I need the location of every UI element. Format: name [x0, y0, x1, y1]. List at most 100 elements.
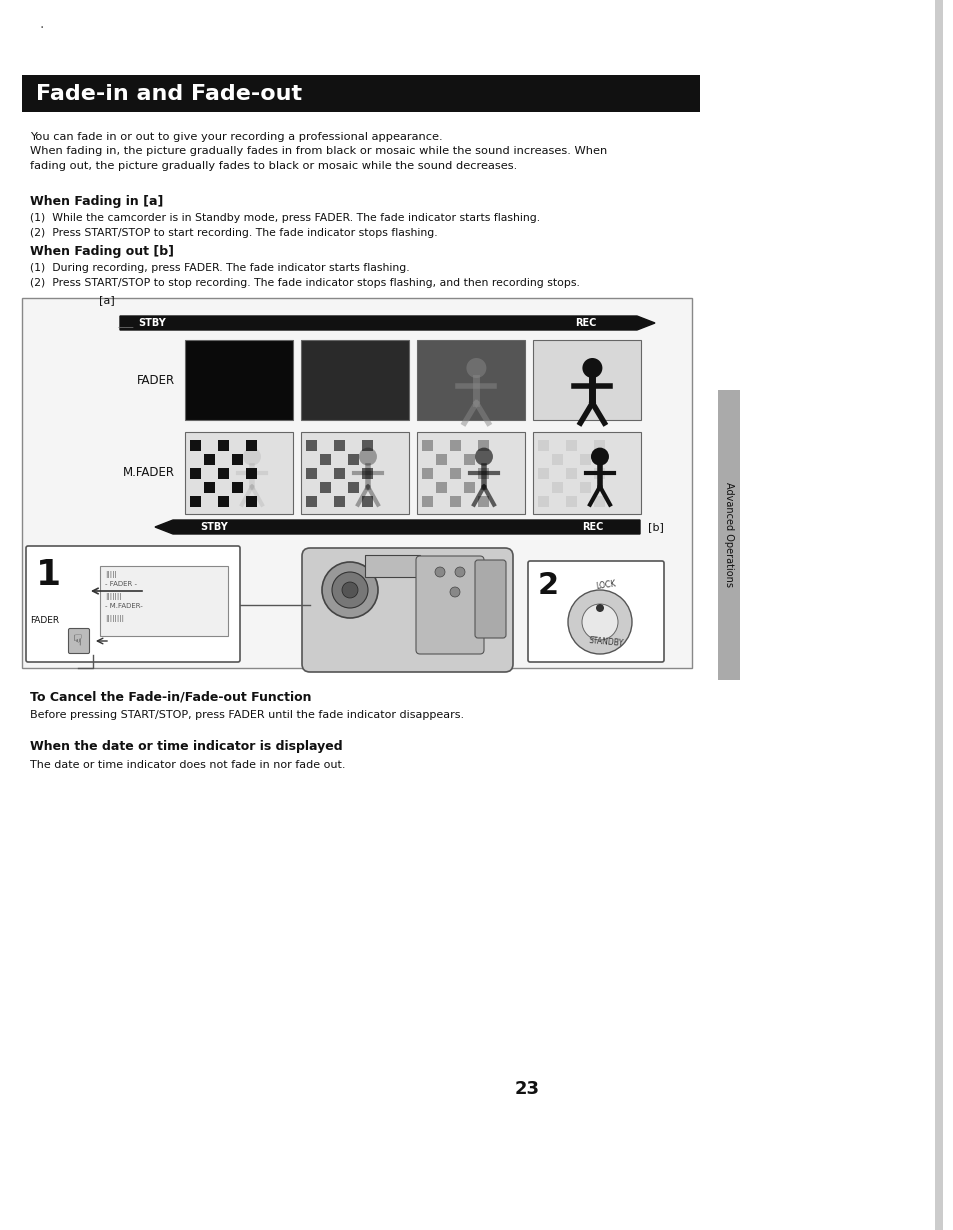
Text: FADER: FADER	[30, 616, 59, 625]
Bar	[450, 467, 460, 478]
Bar	[204, 454, 214, 465]
Circle shape	[322, 562, 377, 617]
Bar	[416, 339, 524, 419]
Text: LOCK: LOCK	[595, 579, 616, 590]
Polygon shape	[154, 520, 639, 534]
Bar	[232, 482, 243, 493]
Circle shape	[581, 604, 618, 640]
Bar	[421, 496, 433, 507]
Bar	[416, 432, 524, 514]
Text: (1)  While the camcorder is in Standby mode, press FADER. The fade indicator sta: (1) While the camcorder is in Standby mo…	[30, 213, 539, 223]
Text: When Fading out [b]: When Fading out [b]	[30, 245, 173, 258]
Text: [b]: [b]	[647, 522, 663, 533]
Bar	[934, 0, 942, 1230]
Bar	[450, 496, 460, 507]
Bar	[306, 440, 316, 451]
Bar	[552, 482, 562, 493]
Bar	[594, 440, 604, 451]
Text: ☞: ☞	[68, 633, 82, 647]
Bar	[365, 555, 419, 577]
Bar	[361, 440, 373, 451]
Bar	[218, 496, 229, 507]
Text: Advanced Operations: Advanced Operations	[723, 482, 733, 588]
Bar	[218, 440, 229, 451]
Bar	[185, 339, 293, 419]
Text: |||||||: |||||||	[105, 593, 121, 600]
Text: ||||||||: ||||||||	[105, 615, 124, 622]
Text: - FADER -: - FADER -	[105, 581, 137, 587]
Text: REC: REC	[575, 319, 596, 328]
Bar	[301, 432, 409, 514]
Bar	[246, 467, 256, 478]
Bar	[552, 454, 562, 465]
Bar	[537, 467, 548, 478]
Bar	[246, 496, 256, 507]
Text: REC: REC	[581, 522, 602, 533]
Circle shape	[341, 582, 357, 598]
Circle shape	[475, 448, 493, 466]
Bar	[22, 298, 691, 668]
Circle shape	[332, 572, 368, 608]
Text: 1: 1	[36, 558, 61, 592]
Text: You can fade in or out to give your recording a professional appearance.
When fa: You can fade in or out to give your reco…	[30, 132, 607, 171]
Bar	[436, 482, 447, 493]
Circle shape	[455, 567, 464, 577]
Bar	[190, 467, 201, 478]
Bar	[533, 339, 640, 419]
Text: Fade-in and Fade-out: Fade-in and Fade-out	[36, 84, 302, 103]
FancyBboxPatch shape	[302, 549, 513, 672]
Bar	[306, 467, 316, 478]
Text: |||||: |||||	[105, 571, 117, 578]
Bar	[348, 454, 358, 465]
Bar	[190, 440, 201, 451]
Text: To Cancel the Fade-in/Fade-out Function: To Cancel the Fade-in/Fade-out Function	[30, 690, 312, 704]
Bar	[204, 482, 214, 493]
FancyBboxPatch shape	[527, 561, 663, 662]
Text: ——: ——	[118, 323, 134, 332]
Text: When Fading in [a]: When Fading in [a]	[30, 196, 163, 208]
Bar	[579, 454, 590, 465]
Bar	[436, 454, 447, 465]
Bar	[463, 482, 475, 493]
Bar	[361, 496, 373, 507]
FancyBboxPatch shape	[475, 560, 505, 638]
Text: STBY: STBY	[200, 522, 228, 533]
Circle shape	[590, 448, 608, 466]
Circle shape	[243, 448, 261, 466]
Bar	[477, 496, 489, 507]
Bar	[565, 440, 577, 451]
Text: Before pressing START/STOP, press FADER until the fade indicator disappears.: Before pressing START/STOP, press FADER …	[30, 710, 464, 720]
Polygon shape	[120, 316, 655, 330]
Circle shape	[567, 590, 631, 654]
Text: STBY: STBY	[138, 319, 166, 328]
Bar	[594, 496, 604, 507]
Bar	[319, 482, 331, 493]
Text: (1)  During recording, press FADER. The fade indicator starts flashing.: (1) During recording, press FADER. The f…	[30, 263, 409, 273]
Bar	[463, 454, 475, 465]
Bar	[190, 496, 201, 507]
Bar	[334, 440, 345, 451]
Circle shape	[581, 358, 601, 378]
Bar	[319, 454, 331, 465]
Bar	[579, 482, 590, 493]
Bar	[334, 496, 345, 507]
Bar	[218, 467, 229, 478]
Text: The date or time indicator does not fade in nor fade out.: The date or time indicator does not fade…	[30, 760, 345, 770]
Text: M.FADER: M.FADER	[123, 466, 174, 480]
Text: (2)  Press START/STOP to start recording. The fade indicator stops flashing.: (2) Press START/STOP to start recording.…	[30, 228, 437, 237]
Circle shape	[435, 567, 444, 577]
Bar	[100, 566, 228, 636]
Text: (2)  Press START/STOP to stop recording. The fade indicator stops flashing, and : (2) Press START/STOP to stop recording. …	[30, 278, 579, 288]
Bar	[537, 440, 548, 451]
Bar	[361, 467, 373, 478]
Bar	[232, 454, 243, 465]
Text: [a]: [a]	[99, 295, 115, 305]
FancyBboxPatch shape	[69, 629, 90, 653]
FancyBboxPatch shape	[26, 546, 240, 662]
Bar	[22, 75, 700, 112]
Bar	[565, 467, 577, 478]
Bar	[565, 496, 577, 507]
Bar	[301, 339, 409, 419]
Text: FADER: FADER	[136, 374, 174, 386]
Bar	[533, 432, 640, 514]
